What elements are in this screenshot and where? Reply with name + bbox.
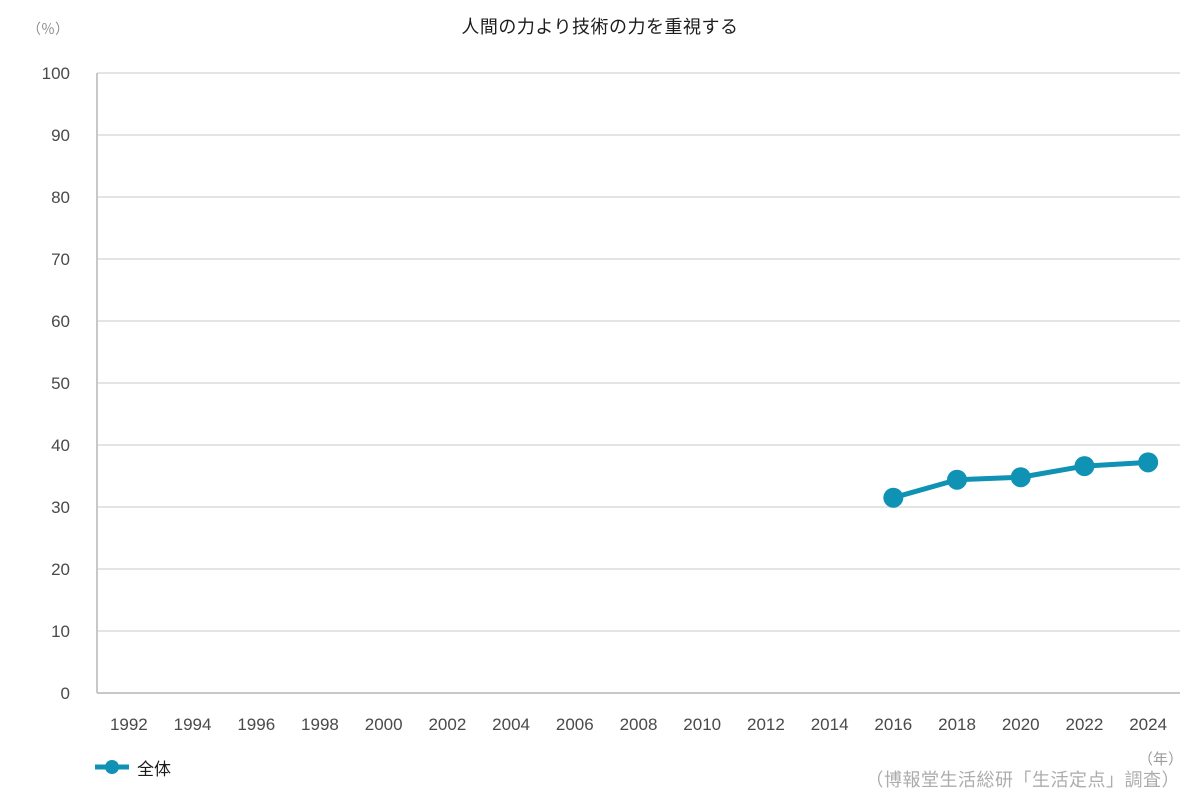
data-point — [883, 487, 904, 508]
data-point — [1138, 452, 1159, 473]
x-tick-label: 1998 — [301, 715, 339, 734]
legend: 全体 — [94, 755, 171, 779]
source-credit: （博報堂生活総研「生活定点」調査） — [865, 770, 1180, 790]
x-tick-label: 2016 — [874, 715, 912, 734]
y-tick-label: 80 — [51, 188, 70, 207]
x-tick-label: 2012 — [747, 715, 785, 734]
x-tick-label: 2018 — [938, 715, 976, 734]
x-tick-label: 1994 — [174, 715, 212, 734]
y-tick-label: 100 — [42, 64, 70, 83]
x-tick-label: 2022 — [1066, 715, 1104, 734]
legend-series-label: 全体 — [137, 759, 171, 779]
x-tick-label: 1992 — [110, 715, 148, 734]
x-tick-label: 2006 — [556, 715, 594, 734]
legend-series-marker-icon — [95, 760, 129, 774]
data-point — [947, 469, 968, 490]
y-tick-label: 60 — [51, 312, 70, 331]
x-tick-label: 2014 — [811, 715, 849, 734]
x-tick-label: 2020 — [1002, 715, 1040, 734]
chart-title: 人間の力より技術の力を重視する — [461, 17, 739, 37]
y-tick-label: 50 — [51, 374, 70, 393]
data-point — [1010, 467, 1031, 488]
x-tick-label: 2002 — [428, 715, 466, 734]
y-tick-label: 20 — [51, 560, 70, 579]
y-tick-label: 70 — [51, 250, 70, 269]
y-axis-unit-label: （％） — [27, 21, 69, 37]
x-tick-label: 2004 — [492, 715, 530, 734]
y-tick-label: 0 — [61, 684, 70, 703]
x-axis-unit-label: （年） — [1137, 751, 1183, 768]
x-tick-label: 1996 — [237, 715, 275, 734]
data-point — [1074, 456, 1095, 477]
x-tick-label: 2000 — [365, 715, 403, 734]
y-tick-label: 40 — [51, 436, 70, 455]
y-tick-label: 10 — [51, 622, 70, 641]
x-tick-label: 2024 — [1129, 715, 1167, 734]
y-tick-label: 30 — [51, 498, 70, 517]
x-tick-label: 2008 — [620, 715, 658, 734]
y-tick-label: 90 — [51, 126, 70, 145]
x-tick-label: 2010 — [683, 715, 721, 734]
